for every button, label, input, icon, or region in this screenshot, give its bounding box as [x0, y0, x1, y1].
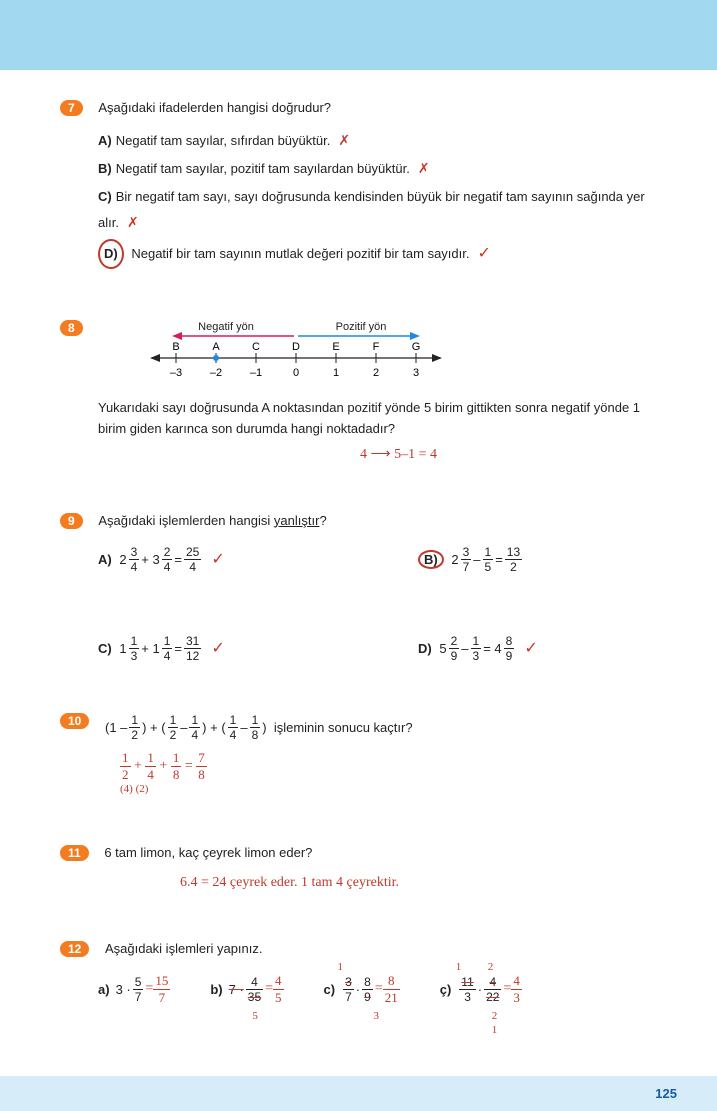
svg-text:B: B [173, 341, 180, 353]
svg-text:0: 0 [293, 367, 299, 379]
q9-opt-a: A) 2 34 + 3 24 = 254 [98, 545, 298, 574]
q7-opt-c: C)Bir negatif tam sayı, sayı doğrusunda … [98, 184, 657, 238]
q11-text: 6 tam limon, kaç çeyrek limon eder? [104, 845, 624, 860]
question-8: 8 Ne [60, 320, 657, 463]
q9-opt-d: D) 5 29 – 13 = 4 89 [418, 634, 618, 663]
question-10: 10 (1 – 12) + ( 12 – 14) + ( 14 – 18) iş… [60, 713, 657, 795]
q7-text: Aşağıdaki ifadelerden hangisi doğrudur? [98, 100, 618, 115]
header-band [0, 0, 717, 70]
svg-text:C: C [252, 341, 260, 353]
svg-text:F: F [373, 341, 380, 353]
q8-handwriting: 4 ⟶ 5–1 = 4 [360, 446, 657, 463]
page-number: 125 [655, 1086, 677, 1101]
q12-b: b) 7 · 435 = 45 5 [210, 973, 283, 1006]
q7-options: A)Negatif tam sayılar, sıfırdan büyüktür… [98, 128, 657, 270]
q11-hand: 6.4 = 24 çeyrek eder. 1 tam 4 çeyrektir. [180, 875, 657, 891]
q12-c: c) 37 · 89 = 821 1 3 [324, 973, 400, 1006]
q8-numberline: Negatif yön Pozitif yön B A C D E F G –3… [136, 320, 456, 388]
q12-cc: ç) 113 · 422 = 43 1 2 2 1 [440, 973, 522, 1006]
q7-opt-d: D) Negatif bir tam sayının mutlak değeri… [98, 238, 657, 270]
svg-text:E: E [333, 341, 340, 353]
q9-opt-c: C) 1 13 + 1 14 = 3112 [98, 634, 298, 663]
svg-text:1: 1 [333, 367, 339, 379]
q10-expr: (1 – 12) + ( 12 – 14) + ( 14 – 18) işlem… [105, 713, 625, 742]
q9-options: A) 2 34 + 3 24 = 254 B) 2 37 – 15 = 132 … [98, 545, 657, 663]
qnum-12: 12 [60, 941, 89, 957]
page-content: 7 Aşağıdaki ifadelerden hangisi doğrudur… [0, 70, 717, 1076]
qnum-10: 10 [60, 713, 89, 729]
q10-hand-sub: (4) (2) [120, 783, 657, 795]
q7-c-text: Bir negatif tam sayı, sayı doğrusunda ke… [98, 189, 645, 230]
q12-a: a) 3 · 57 = 157 [98, 973, 170, 1006]
q10-tail: işleminin sonucu kaçtır? [274, 720, 413, 735]
q9-text: Aşağıdaki işlemlerden hangisi yanlıştır? [98, 513, 618, 528]
q7-a-text: Negatif tam sayılar, sıfırdan büyüktür. [116, 133, 331, 148]
svg-text:3: 3 [413, 367, 419, 379]
svg-text:2: 2 [373, 367, 379, 379]
qnum-11: 11 [60, 845, 89, 861]
svg-text:Negatif yön: Negatif yön [198, 321, 254, 333]
svg-text:–2: –2 [210, 367, 222, 379]
svg-text:G: G [412, 341, 421, 353]
question-7: 7 Aşağıdaki ifadelerden hangisi doğrudur… [60, 100, 657, 270]
qnum-9: 9 [60, 513, 83, 529]
svg-text:D: D [292, 341, 300, 353]
question-12: 12 Aşağıdaki işlemleri yapınız. a) 3 · 5… [60, 941, 657, 1006]
svg-text:A: A [213, 341, 221, 353]
q9-text-c: ? [319, 513, 326, 528]
svg-text:–1: –1 [250, 367, 262, 379]
q7-opt-a: A)Negatif tam sayılar, sıfırdan büyüktür… [98, 128, 657, 156]
q12-subs: a) 3 · 57 = 157 b) 7 · 435 = 45 5 c) 37 … [98, 973, 657, 1006]
q7-b-text: Negatif tam sayılar, pozitif tam sayılar… [116, 161, 410, 176]
q12-text: Aşağıdaki işlemleri yapınız. [105, 941, 625, 956]
svg-text:–3: –3 [170, 367, 182, 379]
page-footer: 125 [0, 1076, 717, 1111]
q9-text-a: Aşağıdaki işlemlerden hangisi [98, 513, 274, 528]
q8-text: Yukarıdaki sayı doğrusunda A noktasından… [98, 398, 657, 440]
qnum-8: 8 [60, 320, 83, 336]
qnum-7: 7 [60, 100, 83, 116]
q10-hand: 12 + 14 + 18 = 78 (4) (2) [120, 750, 657, 795]
q9-b-circled: B) [418, 550, 444, 569]
numberline-svg: Negatif yön Pozitif yön B A C D E F G –3… [136, 320, 456, 385]
q9-opt-b: B) 2 37 – 15 = 132 [418, 545, 618, 574]
q9-text-b: yanlıştır [274, 513, 320, 528]
svg-text:Pozitif yön: Pozitif yön [336, 321, 387, 333]
question-11: 11 6 tam limon, kaç çeyrek limon eder? 6… [60, 845, 657, 891]
q7-d-text: Negatif bir tam sayının mutlak değeri po… [131, 246, 469, 261]
q7-opt-b: B)Negatif tam sayılar, pozitif tam sayıl… [98, 156, 657, 184]
question-9: 9 Aşağıdaki işlemlerden hangisi yanlıştı… [60, 513, 657, 663]
q7-d-circled: D) [98, 239, 124, 269]
